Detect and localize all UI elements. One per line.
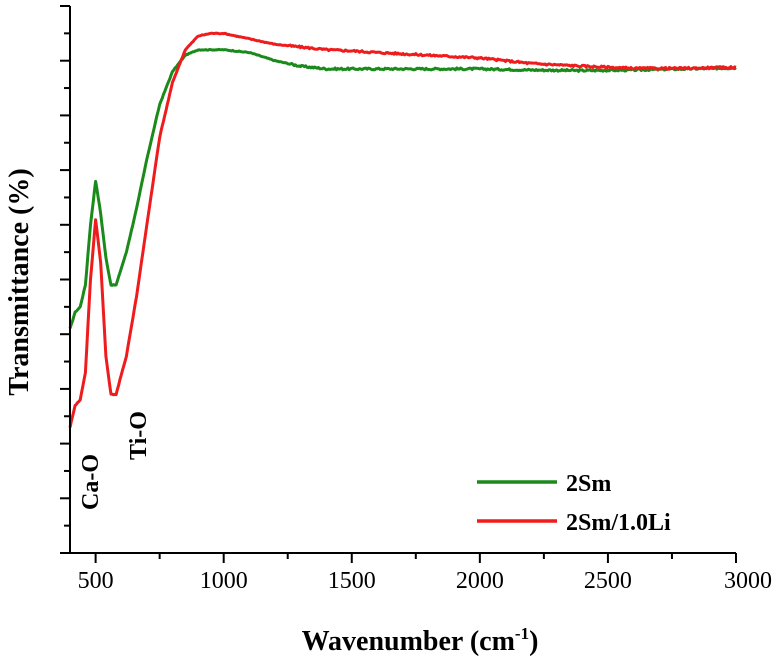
legend-label-2sm: 2Sm bbox=[566, 471, 611, 497]
series-line-2sm-1li bbox=[68, 31, 737, 428]
legend: 2Sm 2Sm/1.0Li bbox=[477, 471, 671, 536]
ticks: 500 1000 1500 2000 2500 3000 bbox=[60, 5, 772, 594]
x-tick-label: 2000 bbox=[456, 568, 504, 594]
x-tick-label: 3000 bbox=[724, 568, 772, 594]
x-tick-label: 1500 bbox=[328, 568, 376, 594]
y-axis-title: Transmittance (%) bbox=[4, 168, 35, 395]
x-axis-title: Wavenumber (cm-1) bbox=[302, 624, 539, 657]
x-axis-title-sup: -1 bbox=[515, 624, 529, 643]
x-axis-title-main: Wavenumber (cm bbox=[302, 626, 515, 657]
legend-label-2sm-1li: 2Sm/1.0Li bbox=[566, 510, 671, 536]
annotation-ti-o: Ti-O bbox=[126, 411, 152, 460]
x-tick-label: 500 bbox=[78, 568, 114, 594]
annotation-ca-o: Ca-O bbox=[78, 454, 104, 510]
x-tick-label: 2500 bbox=[584, 568, 632, 594]
x-tick-label: 1000 bbox=[200, 568, 248, 594]
plot-lines bbox=[68, 31, 737, 428]
x-axis-title-close: ) bbox=[529, 626, 538, 657]
